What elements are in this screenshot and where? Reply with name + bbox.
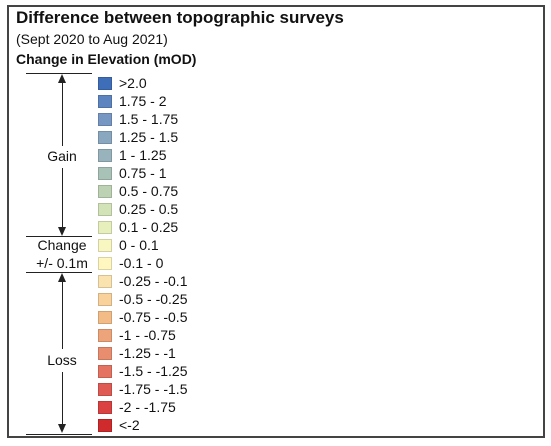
legend-item-label: -0.1 - 0 bbox=[119, 255, 164, 271]
legend-item-label: 1 - 1.25 bbox=[119, 147, 167, 163]
legend-item-label: -0.5 - -0.25 bbox=[119, 291, 188, 307]
legend-item: 0.25 - 0.5 bbox=[98, 200, 178, 218]
color-swatch bbox=[98, 292, 112, 306]
legend-item-label: -0.25 - -0.1 bbox=[119, 273, 188, 289]
legend-item: 1.75 - 2 bbox=[98, 92, 166, 110]
color-swatch bbox=[98, 184, 112, 198]
legend-item: 1.25 - 1.5 bbox=[98, 128, 178, 146]
color-swatch bbox=[98, 364, 112, 378]
legend-item: -0.5 - -0.25 bbox=[98, 290, 187, 308]
color-swatch bbox=[98, 274, 112, 288]
color-swatch bbox=[98, 346, 112, 360]
legend-item-label: -2 - -1.75 bbox=[119, 399, 176, 415]
legend-item: 0.75 - 1 bbox=[98, 164, 166, 182]
legend-item-label: -1.75 - -1.5 bbox=[119, 381, 188, 397]
legend-item: -2 - -1.75 bbox=[98, 398, 176, 416]
legend-item: -0.1 - 0 bbox=[98, 254, 163, 272]
color-swatch bbox=[98, 166, 112, 180]
legend-title: Difference between topographic surveys bbox=[16, 8, 344, 27]
gain-down-arrow-icon bbox=[58, 227, 66, 236]
loss-top-line bbox=[26, 272, 92, 273]
color-swatch bbox=[98, 202, 112, 216]
legend-item-label: 1.75 - 2 bbox=[119, 93, 167, 109]
color-swatch bbox=[98, 94, 112, 108]
legend-item-label: <-2 bbox=[119, 417, 140, 433]
loss-label: Loss bbox=[47, 352, 77, 368]
legend-item-label: -1 - -0.75 bbox=[119, 327, 176, 343]
color-swatch bbox=[98, 382, 112, 396]
color-swatch bbox=[98, 256, 112, 270]
color-swatch bbox=[98, 220, 112, 234]
legend-item: 0 - 0.1 bbox=[98, 236, 159, 254]
gain-label: Gain bbox=[47, 148, 77, 164]
legend-item-label: 0.5 - 0.75 bbox=[119, 183, 179, 199]
color-swatch bbox=[98, 400, 112, 414]
legend-item: 0.5 - 0.75 bbox=[98, 182, 178, 200]
legend-item-label: 0 - 0.1 bbox=[119, 237, 159, 253]
change-label-line2: +/- 0.1m bbox=[36, 255, 88, 271]
legend-item: -1 - -0.75 bbox=[98, 326, 176, 344]
loss-bracket-line-lower bbox=[62, 372, 63, 425]
legend-item-label: 1.5 - 1.75 bbox=[119, 111, 179, 127]
legend-item-label: -1.25 - -1 bbox=[119, 345, 176, 361]
color-swatch bbox=[98, 130, 112, 144]
loss-bottom-line bbox=[26, 434, 92, 435]
legend-item: <-2 bbox=[98, 416, 140, 434]
gain-up-arrow-icon bbox=[58, 74, 66, 83]
color-swatch bbox=[98, 148, 112, 162]
loss-bracket-line-upper bbox=[62, 281, 63, 349]
legend-subtitle: (Sept 2020 to Aug 2021) bbox=[16, 31, 168, 47]
legend-item-label: 0.1 - 0.25 bbox=[119, 219, 179, 235]
legend-item-label: -1.5 - -1.25 bbox=[119, 363, 188, 379]
color-swatch bbox=[98, 76, 112, 90]
color-swatch bbox=[98, 238, 112, 252]
legend-item-label: 0.25 - 0.5 bbox=[119, 201, 179, 217]
color-swatch bbox=[98, 328, 112, 342]
gain-bottom-line bbox=[26, 236, 92, 237]
gain-bracket-line-upper bbox=[62, 82, 63, 146]
legend-item-label: 0.75 - 1 bbox=[119, 165, 167, 181]
color-swatch bbox=[98, 310, 112, 324]
color-swatch bbox=[98, 418, 112, 432]
legend-item: 0.1 - 0.25 bbox=[98, 218, 178, 236]
loss-down-arrow-icon bbox=[58, 424, 66, 433]
legend-item: -1.25 - -1 bbox=[98, 344, 176, 362]
legend-heading: Change in Elevation (mOD) bbox=[16, 51, 197, 67]
legend-item: 1.5 - 1.75 bbox=[98, 110, 178, 128]
legend-item: -1.5 - -1.25 bbox=[98, 362, 187, 380]
color-swatch bbox=[98, 112, 112, 126]
legend-item-label: -0.75 - -0.5 bbox=[119, 309, 188, 325]
legend-item: >2.0 bbox=[98, 74, 147, 92]
loss-up-arrow-icon bbox=[58, 273, 66, 282]
gain-bracket-line-lower bbox=[62, 168, 63, 228]
legend-item-label: 1.25 - 1.5 bbox=[119, 129, 179, 145]
legend-item: 1 - 1.25 bbox=[98, 146, 166, 164]
legend-item-label: >2.0 bbox=[119, 75, 147, 91]
legend-item: -0.25 - -0.1 bbox=[98, 272, 187, 290]
gain-top-line bbox=[26, 73, 92, 74]
legend-panel bbox=[7, 5, 545, 438]
legend-item: -0.75 - -0.5 bbox=[98, 308, 187, 326]
change-label-line1: Change bbox=[37, 237, 87, 253]
legend-item: -1.75 - -1.5 bbox=[98, 380, 187, 398]
